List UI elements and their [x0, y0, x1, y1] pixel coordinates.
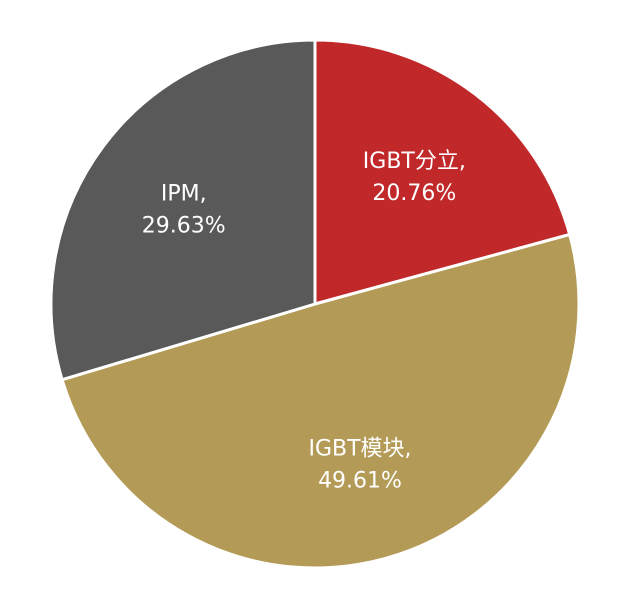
slice-label-name: IPM,	[161, 181, 207, 206]
slice-label-name: IGBT分立,	[363, 149, 466, 174]
pie-slice	[313, 38, 572, 306]
pie-slice	[60, 232, 581, 570]
slice-label-value: 29.63%	[142, 213, 226, 238]
slice-label-value: 49.61%	[318, 468, 402, 493]
pie-slice	[49, 38, 317, 382]
slice-label-value: 20.76%	[372, 181, 456, 206]
slice-label-name: IGBT模块,	[308, 436, 411, 461]
